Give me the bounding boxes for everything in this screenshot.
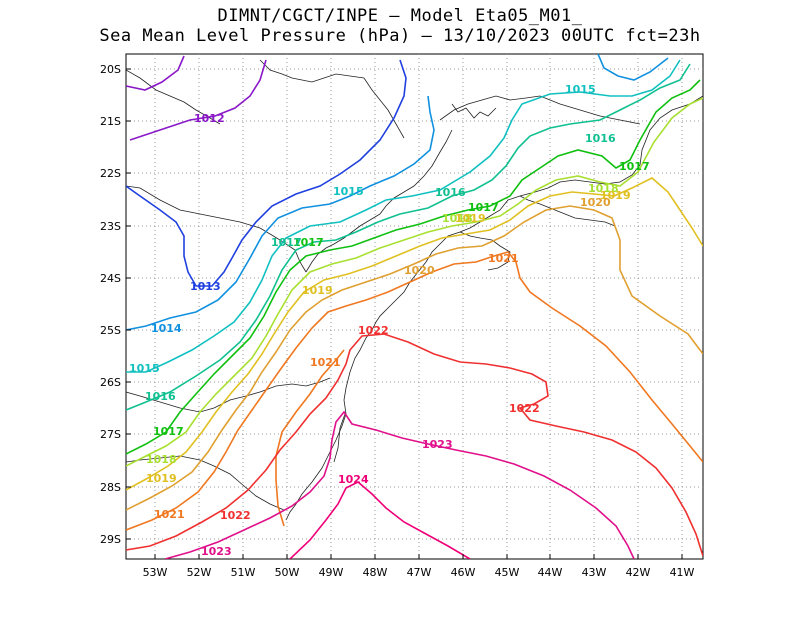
label-1022: 1022	[358, 324, 389, 337]
label-1016-b: 1016	[435, 186, 466, 199]
lat-label: 22S	[100, 167, 121, 180]
lon-label: 53W	[143, 566, 168, 579]
lon-label: 46W	[451, 566, 476, 579]
isobar-1021	[126, 251, 703, 531]
label-1014: 1014	[151, 322, 182, 335]
label-1017: 1017	[153, 425, 184, 438]
axis-ticks	[126, 68, 683, 559]
isobar-1023	[164, 410, 635, 559]
isobar-1021-b	[275, 349, 345, 527]
label-1017-c: 1017	[619, 160, 650, 173]
lat-label: 27S	[100, 428, 121, 441]
label-1016: 1016	[145, 390, 176, 403]
map-title-line1: DIMNT/CGCT/INPE – Model Eta05_M01_	[217, 6, 583, 26]
label-1021-c: 1021	[154, 508, 185, 521]
isobar-1022	[126, 333, 703, 557]
isobar-1024	[289, 481, 471, 559]
lat-label: 29S	[100, 533, 121, 546]
contour-labels: 1012 1013 1014 1015 1016 1017 1018 1019 …	[129, 83, 650, 558]
label-1015-c: 1015	[565, 83, 596, 96]
lat-label: 20S	[100, 63, 121, 76]
lon-label: 52W	[187, 566, 212, 579]
label-1015: 1015	[129, 362, 160, 375]
isobars	[126, 54, 703, 559]
label-1021-b: 1021	[310, 356, 341, 369]
isobar-1015	[126, 59, 681, 373]
latitude-labels: 20S 21S 22S 23S 24S 25S 26S 27S 28S 29S	[100, 63, 121, 546]
lon-label: 42W	[626, 566, 651, 579]
label-1023-b: 1023	[201, 545, 232, 558]
label-1019-d: 1019	[600, 189, 631, 202]
label-1018-b: 1018	[588, 182, 619, 195]
label-1017-d: 1017	[293, 236, 324, 249]
label-1019: 1019	[146, 472, 177, 485]
label-1012: 1012	[194, 112, 225, 125]
lon-label: 45W	[495, 566, 520, 579]
lat-label: 25S	[100, 324, 121, 337]
lon-label: 41W	[670, 566, 695, 579]
map-frame	[125, 53, 704, 560]
lat-label: 21S	[100, 115, 121, 128]
lat-label: 23S	[100, 220, 121, 233]
label-1017-b: 1017	[468, 201, 499, 214]
graticule	[126, 54, 703, 559]
label-1022-b: 1022	[509, 402, 540, 415]
lon-label: 50W	[275, 566, 300, 579]
map-title-line2: Sea Mean Level Pressure (hPa) – 13/10/20…	[99, 26, 701, 46]
label-1021: 1021	[488, 252, 519, 265]
isobar-1019	[126, 177, 703, 491]
isobar-1016	[126, 63, 691, 411]
longitude-labels: 53W 52W 51W 50W 49W 48W 47W 46W 45W 44W …	[143, 566, 695, 579]
label-1018-c: 1018	[442, 212, 473, 225]
lon-label: 51W	[231, 566, 256, 579]
label-1019-b: 1019	[302, 284, 333, 297]
label-1015-b: 1015	[333, 185, 364, 198]
label-1016-c: 1016	[585, 132, 616, 145]
lon-label: 48W	[363, 566, 388, 579]
label-1020-b: 1020	[580, 196, 611, 209]
lat-label: 26S	[100, 376, 121, 389]
isobar-1017	[126, 79, 701, 455]
lon-label: 44W	[538, 566, 563, 579]
lon-label: 47W	[407, 566, 432, 579]
label-1023: 1023	[422, 438, 453, 451]
isobar-1014	[126, 95, 435, 331]
isobar-1020	[126, 205, 703, 511]
label-1020: 1020	[404, 264, 435, 277]
lon-label: 49W	[319, 566, 344, 579]
label-1019-c: 1019	[455, 212, 486, 225]
lat-label: 28S	[100, 481, 121, 494]
isobar-1013	[126, 59, 407, 287]
isobar-1012	[129, 59, 267, 141]
lon-label: 43W	[582, 566, 607, 579]
label-1024: 1024	[338, 473, 369, 486]
isobar-1018	[126, 97, 703, 467]
label-1018: 1018	[146, 453, 177, 466]
isobar-1014-b	[597, 54, 669, 81]
lat-label: 24S	[100, 272, 121, 285]
label-1013: 1013	[190, 280, 221, 293]
label-1022-c: 1022	[220, 509, 251, 522]
label-1017-e: 1017	[271, 236, 302, 249]
isobar-1012-b	[126, 55, 185, 91]
